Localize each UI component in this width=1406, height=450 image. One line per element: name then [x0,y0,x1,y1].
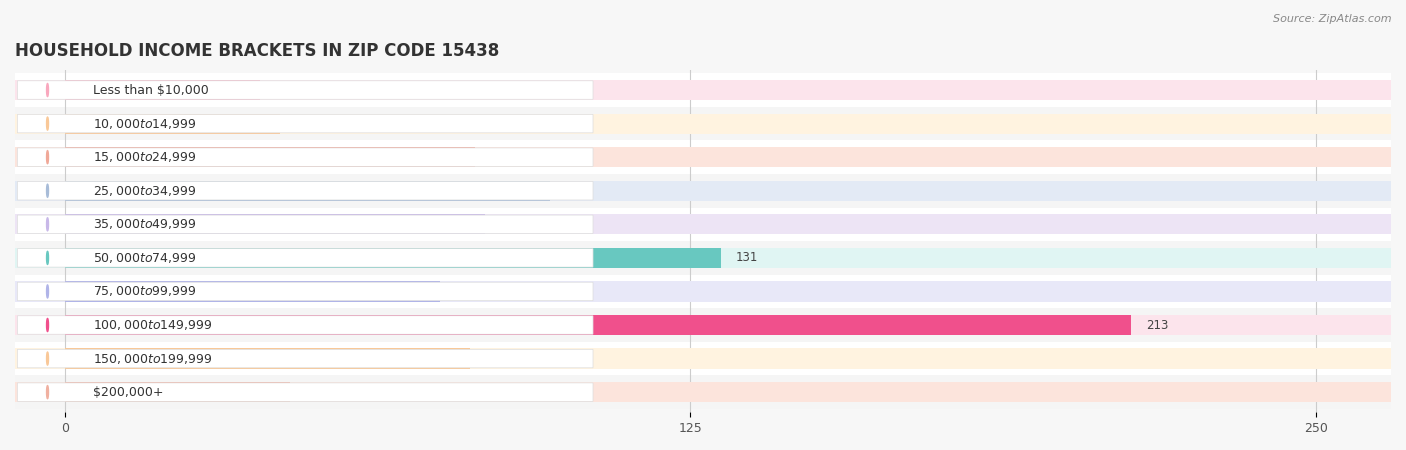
FancyBboxPatch shape [17,114,593,133]
Bar [15,348,1391,369]
Text: $75,000 to $99,999: $75,000 to $99,999 [93,284,195,298]
Bar [15,207,1391,241]
Bar [15,308,1391,342]
FancyBboxPatch shape [17,249,593,267]
Text: 131: 131 [735,252,758,264]
Text: $10,000 to $14,999: $10,000 to $14,999 [93,117,195,130]
Text: HOUSEHOLD INCOME BRACKETS IN ZIP CODE 15438: HOUSEHOLD INCOME BRACKETS IN ZIP CODE 15… [15,42,499,60]
FancyBboxPatch shape [17,81,593,99]
Text: $100,000 to $149,999: $100,000 to $149,999 [93,318,212,332]
Bar [15,113,1391,134]
Circle shape [46,84,48,97]
Circle shape [46,252,48,264]
Text: 84: 84 [501,218,515,231]
Text: 81: 81 [485,352,501,365]
Bar [65,147,475,167]
Circle shape [46,386,48,399]
Bar [15,80,1391,100]
Bar [15,315,1391,335]
Bar [15,107,1391,140]
Bar [15,140,1391,174]
Text: 97: 97 [565,184,581,197]
Text: $35,000 to $49,999: $35,000 to $49,999 [93,217,195,231]
Text: Less than $10,000: Less than $10,000 [93,84,208,97]
Circle shape [46,151,48,164]
Text: 213: 213 [1146,319,1168,332]
Text: 39: 39 [276,84,290,97]
Circle shape [46,184,48,197]
Text: $150,000 to $199,999: $150,000 to $199,999 [93,351,212,365]
Circle shape [46,319,48,332]
Bar [65,180,550,201]
FancyBboxPatch shape [17,181,593,200]
Bar [15,375,1391,409]
Text: Source: ZipAtlas.com: Source: ZipAtlas.com [1274,14,1392,23]
Circle shape [46,218,48,231]
Bar [65,348,471,369]
Circle shape [46,352,48,365]
FancyBboxPatch shape [17,282,593,301]
Bar [15,274,1391,308]
Bar [15,147,1391,167]
Text: 45: 45 [305,386,321,399]
Bar [65,382,290,402]
Bar [65,248,720,268]
Text: $15,000 to $24,999: $15,000 to $24,999 [93,150,195,164]
Text: 82: 82 [491,151,505,164]
Bar [65,281,440,302]
Text: $50,000 to $74,999: $50,000 to $74,999 [93,251,195,265]
Bar [15,281,1391,302]
FancyBboxPatch shape [17,349,593,368]
Bar [65,80,260,100]
Bar [65,315,1130,335]
Text: $200,000+: $200,000+ [93,386,163,399]
Bar [15,214,1391,234]
FancyBboxPatch shape [17,148,593,166]
Bar [15,342,1391,375]
Text: 75: 75 [456,285,470,298]
FancyBboxPatch shape [17,383,593,401]
Bar [15,180,1391,201]
FancyBboxPatch shape [17,215,593,234]
Bar [15,382,1391,402]
Circle shape [46,117,48,130]
Bar [15,248,1391,268]
Text: 43: 43 [295,117,311,130]
Bar [65,113,280,134]
Circle shape [46,285,48,298]
Bar [15,73,1391,107]
FancyBboxPatch shape [17,316,593,334]
Bar [15,174,1391,207]
Bar [15,241,1391,274]
Text: $25,000 to $34,999: $25,000 to $34,999 [93,184,195,198]
Bar [65,214,485,234]
